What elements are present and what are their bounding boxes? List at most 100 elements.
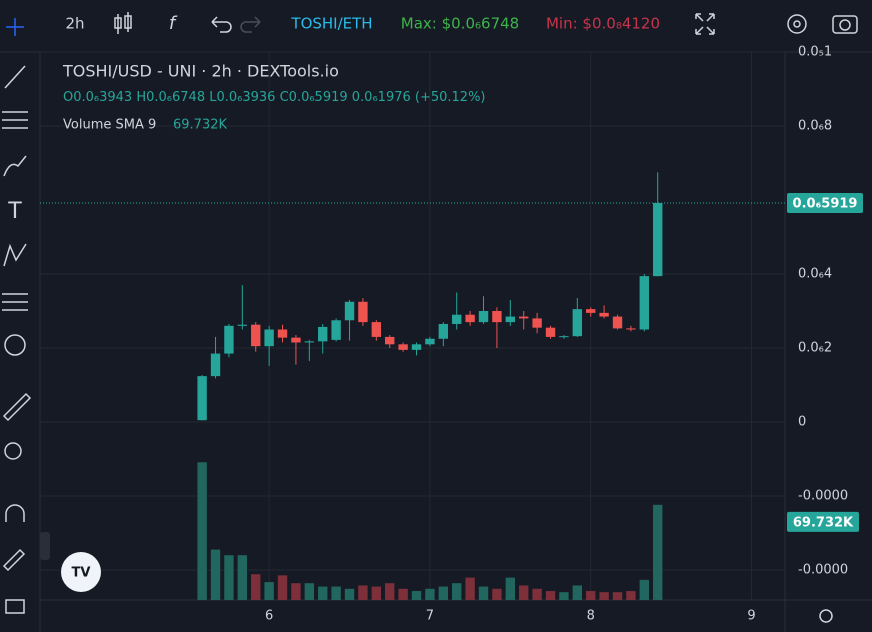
candle-body bbox=[586, 309, 596, 313]
x-tick-label: 9 bbox=[747, 609, 755, 624]
candle-body bbox=[318, 326, 328, 342]
volume-bar bbox=[626, 591, 636, 600]
open-label: O0.0₆3943 bbox=[63, 90, 132, 105]
marks bbox=[40, 172, 785, 600]
volume-bar bbox=[358, 585, 368, 600]
interval-button[interactable]: 2h bbox=[65, 15, 84, 33]
volume-bar bbox=[304, 583, 315, 600]
text-tool[interactable]: T bbox=[7, 199, 22, 224]
volume-bar bbox=[572, 585, 583, 600]
candle-body bbox=[532, 318, 542, 328]
y-tick-label: 0.0₆8 bbox=[798, 119, 832, 134]
candle-body bbox=[224, 325, 234, 354]
tv-logo bbox=[61, 552, 101, 592]
volume-legend-value: 69.732K bbox=[173, 118, 227, 133]
candle-body bbox=[465, 314, 475, 323]
candle-body bbox=[411, 344, 422, 350]
candle-body bbox=[371, 322, 382, 337]
settings-icon[interactable] bbox=[787, 14, 807, 34]
undo-icon[interactable] bbox=[211, 16, 232, 33]
axis-settings-icon[interactable] bbox=[819, 609, 833, 623]
y-tick-label: 0 bbox=[798, 415, 806, 430]
max-price: Max: $0.0₆6748 bbox=[401, 15, 519, 33]
volume-bar bbox=[264, 582, 274, 600]
volume-bar bbox=[545, 591, 556, 600]
last-price-tag bbox=[787, 193, 863, 214]
lock-drawings-tool[interactable] bbox=[2, 548, 26, 572]
candles-icon[interactable] bbox=[114, 12, 132, 34]
crosshair-tool[interactable] bbox=[6, 18, 24, 36]
high-label: H0.0₆6748 bbox=[136, 90, 205, 105]
candle-body bbox=[385, 336, 395, 345]
volume-bar bbox=[532, 588, 542, 600]
x-tick-label: 6 bbox=[265, 609, 273, 624]
volume-bar bbox=[237, 555, 248, 600]
volume-bar bbox=[559, 592, 569, 600]
x-tick-label: 8 bbox=[587, 609, 595, 624]
fullscreen-icon[interactable] bbox=[695, 13, 715, 35]
volume-bar bbox=[344, 588, 355, 600]
volume-bar bbox=[224, 555, 234, 600]
candle-body bbox=[344, 301, 355, 321]
volume-bar bbox=[210, 549, 221, 600]
volume-legend-name: Volume SMA 9 bbox=[63, 118, 156, 133]
candle-body bbox=[452, 314, 462, 324]
brush-tool[interactable] bbox=[3, 155, 27, 177]
volume-bar bbox=[197, 462, 207, 600]
collapse-button[interactable] bbox=[40, 532, 50, 560]
volume-bar bbox=[519, 585, 529, 600]
volume-sma-label: 69.732K bbox=[793, 515, 854, 530]
volume-bar bbox=[318, 586, 328, 600]
redo-icon[interactable] bbox=[240, 16, 261, 33]
volume-bar bbox=[411, 591, 422, 600]
candle-body bbox=[626, 328, 636, 330]
screenshot-icon[interactable] bbox=[832, 15, 858, 34]
candle-body bbox=[331, 320, 341, 340]
candle-body bbox=[492, 311, 502, 323]
y-tick-label: 0.0₅1 bbox=[798, 45, 832, 60]
volume-bar bbox=[452, 583, 462, 600]
candle-body bbox=[519, 316, 529, 319]
candle-body bbox=[277, 329, 288, 338]
candle-body bbox=[210, 353, 221, 377]
low-label: L0.0₆3936 bbox=[209, 90, 275, 105]
candle-body bbox=[653, 203, 663, 277]
volume-bar bbox=[277, 575, 288, 600]
min-price: Min: $0.0₈4120 bbox=[546, 15, 660, 33]
candle-body bbox=[291, 337, 301, 343]
chart-title: TOSHI/USD - UNI · 2h · DEXTools.io bbox=[62, 62, 339, 81]
ruler-tool[interactable] bbox=[2, 392, 32, 422]
indicators-icon[interactable]: f bbox=[169, 13, 178, 34]
fib-tool[interactable] bbox=[2, 111, 28, 129]
volume-bar bbox=[385, 583, 395, 600]
candle-body bbox=[398, 344, 408, 350]
volume-bar bbox=[612, 592, 623, 600]
lock-tool[interactable] bbox=[5, 599, 25, 614]
volume-bar bbox=[438, 586, 449, 600]
volume-bar bbox=[398, 588, 408, 600]
magnet-tool[interactable] bbox=[5, 504, 25, 522]
last-price-label: 0.0₆5919 bbox=[793, 197, 858, 212]
volume-bar bbox=[251, 574, 261, 600]
volume-bar bbox=[639, 579, 649, 600]
screenshot-lens bbox=[839, 19, 851, 31]
prediction-tool[interactable] bbox=[2, 293, 28, 311]
candle-body bbox=[545, 327, 556, 337]
volume-bar bbox=[492, 588, 502, 600]
candle-body bbox=[237, 324, 248, 326]
pair-link[interactable]: TOSHI/ETH bbox=[290, 15, 372, 33]
zoom-tool[interactable] bbox=[4, 442, 22, 460]
candle-body bbox=[438, 323, 449, 339]
trendline-tool[interactable] bbox=[4, 65, 26, 89]
close-label: C0.0₆5919 bbox=[280, 90, 348, 105]
candle-body bbox=[304, 341, 315, 343]
pattern-tool[interactable] bbox=[3, 243, 27, 267]
volume-axis-label: -0.0000 bbox=[798, 489, 848, 504]
candle-body bbox=[358, 301, 368, 323]
volume-bar bbox=[599, 592, 609, 600]
candle-body bbox=[639, 276, 649, 330]
emoji-tool[interactable] bbox=[4, 334, 26, 356]
volume-bar bbox=[505, 577, 516, 600]
settings-icon-core bbox=[793, 20, 801, 28]
